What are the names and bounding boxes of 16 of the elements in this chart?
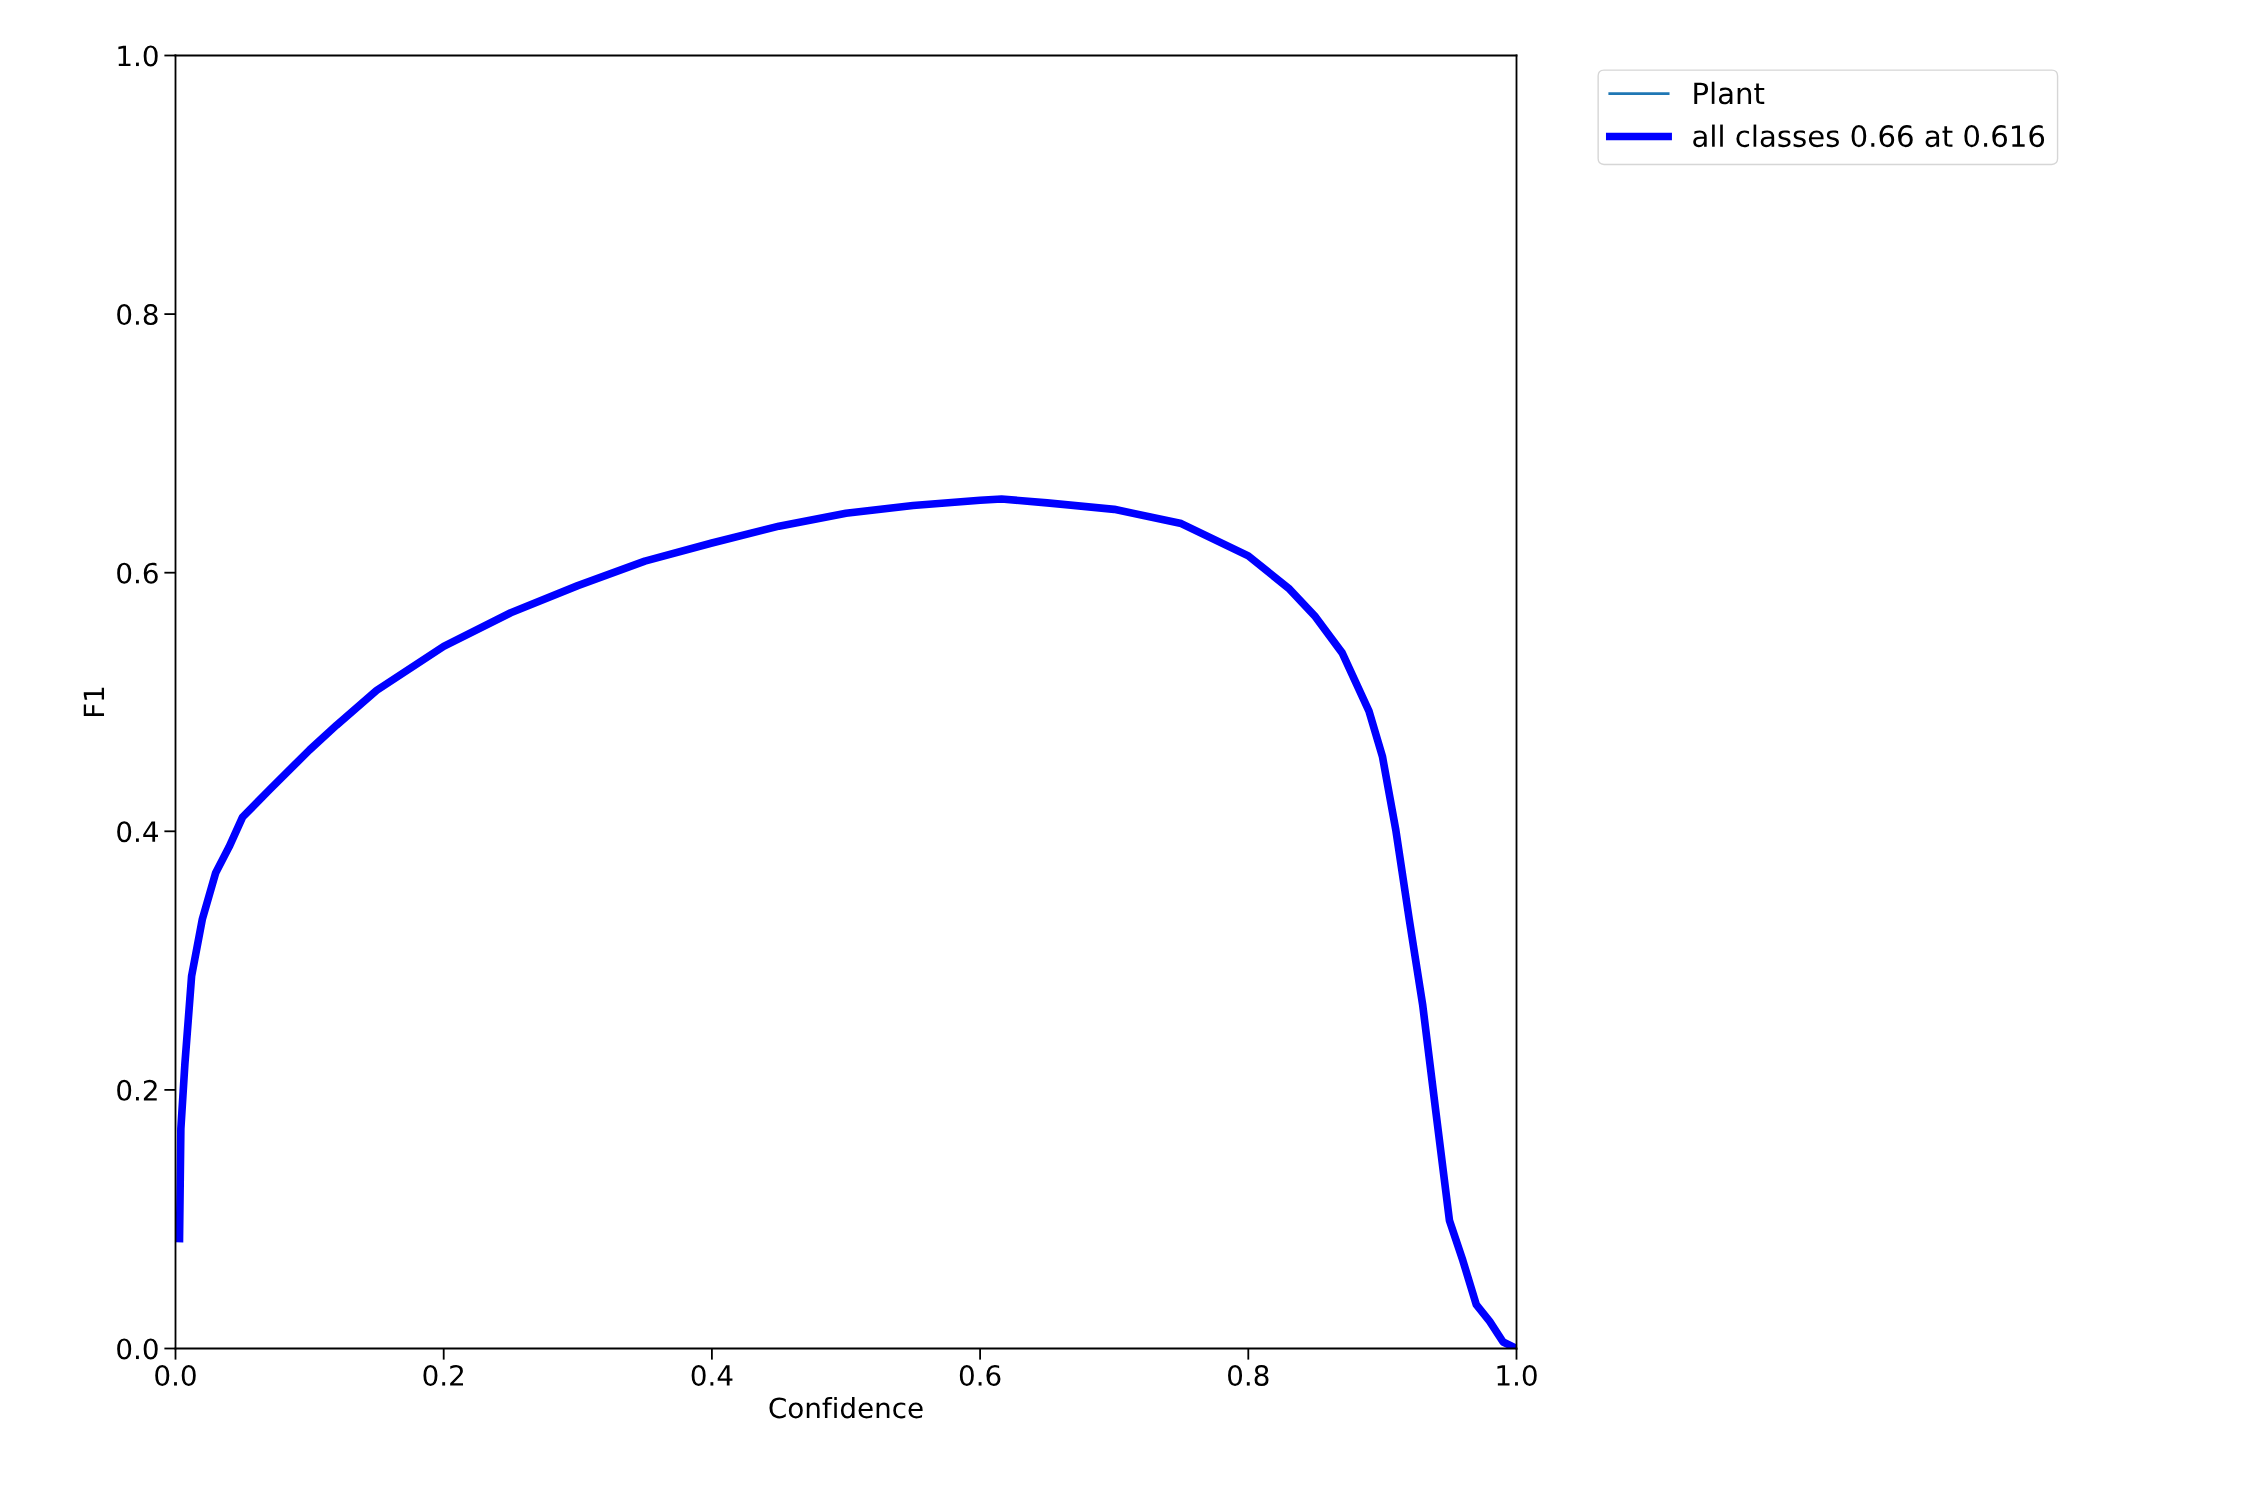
x-axis-title: Confidence <box>769 1396 923 1419</box>
legend-label: Plant <box>1694 81 1765 105</box>
y-tick-label: 0.0 <box>117 1338 158 1360</box>
x-tick-label: 0.4 <box>691 1364 733 1386</box>
y-tick-label: 1.0 <box>118 45 158 67</box>
y-tick-label: 0.2 <box>117 1079 157 1101</box>
x-tick-label: 1.0 <box>1497 1364 1537 1386</box>
legend-label: all classes 0.66 at 0.616 <box>1693 124 2045 148</box>
x-tick-label: 0.8 <box>1228 1364 1269 1386</box>
y-tick-label: 0.8 <box>117 304 158 326</box>
y-tick-label: 0.4 <box>117 821 158 843</box>
x-tick-label: 0.0 <box>155 1364 196 1386</box>
x-tick-label: 0.6 <box>959 1364 1001 1386</box>
x-tick-label: 0.2 <box>423 1364 464 1386</box>
y-axis-title: F1 <box>83 687 105 717</box>
y-tick-label: 0.6 <box>117 562 158 584</box>
